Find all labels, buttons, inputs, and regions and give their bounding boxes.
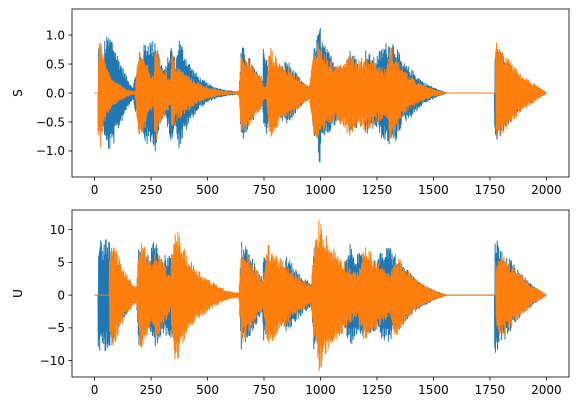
x-tick-label: 250	[140, 183, 163, 197]
subplot-u: 0 250 500 750 1000 1250 1500 1750 2000 −10 −5 0 5 10 U	[11, 209, 570, 397]
y-tick-label: 10	[50, 223, 65, 237]
y-tick-label: −0.5	[36, 115, 65, 129]
y-tick-label: 1.0	[46, 28, 65, 42]
x-tick-label: 500	[196, 383, 219, 397]
x-tick-label: 0	[91, 383, 99, 397]
x-tick-label: 0	[91, 183, 99, 197]
plot-area	[94, 28, 547, 163]
x-tick-label: 1500	[418, 383, 449, 397]
y-tick-label: 5	[57, 256, 65, 270]
x-tick-label: 1000	[305, 183, 336, 197]
x-tick-label: 750	[253, 183, 276, 197]
x-tick-label: 1000	[305, 383, 336, 397]
x-tick-label: 750	[253, 383, 276, 397]
series-line-orange	[94, 42, 547, 148]
y-tick-label: −1.0	[36, 144, 65, 158]
series-line-orange	[94, 220, 547, 371]
y-tick-label: 0.0	[46, 86, 65, 100]
x-tick-label: 250	[140, 383, 163, 397]
y-tick-label: −5	[47, 321, 65, 335]
y-tick-label: −10	[40, 354, 65, 368]
x-tick-label: 500	[196, 183, 219, 197]
y-tick-label: 0	[57, 288, 65, 302]
plot-area	[94, 220, 547, 371]
x-tick-label: 1250	[362, 383, 393, 397]
x-tick-label: 1750	[475, 383, 506, 397]
x-tick-label: 1500	[418, 183, 449, 197]
x-tick-label: 2000	[531, 383, 562, 397]
y-axis-label: U	[11, 289, 25, 298]
x-tick-label: 1750	[475, 183, 506, 197]
subplot-s: 0 250 500 750 1000 1250 1500 1750 2000 −1.0 −0.5 0.…	[11, 8, 570, 197]
y-axis-label: S	[11, 89, 25, 97]
x-tick-label: 1250	[362, 183, 393, 197]
x-tick-label: 2000	[531, 183, 562, 197]
y-tick-label: 0.5	[46, 57, 65, 71]
